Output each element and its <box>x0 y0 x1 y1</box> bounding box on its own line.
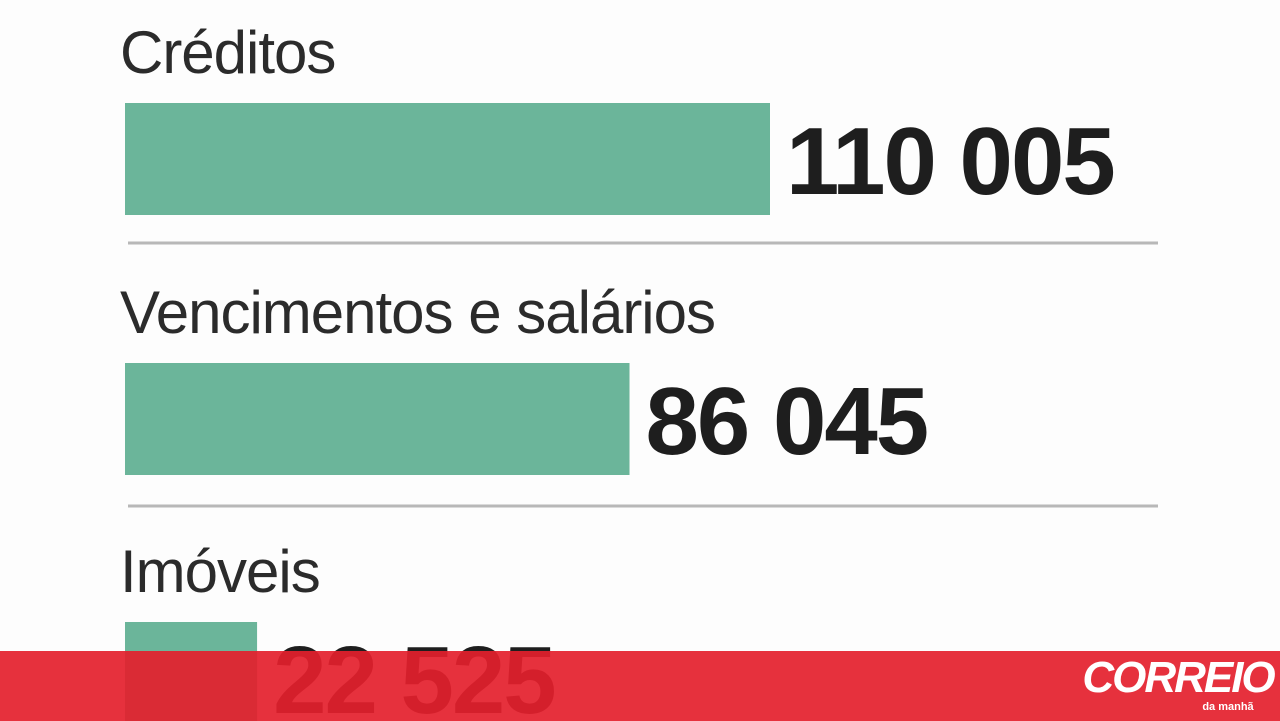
bar <box>125 363 630 475</box>
bar <box>125 103 770 215</box>
category-label: Imóveis <box>120 538 320 605</box>
logo-tagline: da manhã <box>1202 701 1254 713</box>
category-label: Vencimentos e salários <box>120 279 715 346</box>
logo: CORREIO <box>1082 653 1275 702</box>
banner: CORREIO da manhã <box>0 651 1280 721</box>
banner-bar <box>0 651 1280 721</box>
value-label: 110 005 <box>786 108 1114 215</box>
category-label: Créditos <box>120 19 335 86</box>
value-label: 86 045 <box>646 368 928 475</box>
